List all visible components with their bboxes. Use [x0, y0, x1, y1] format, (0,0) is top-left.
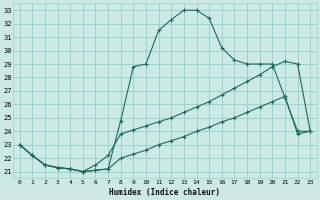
X-axis label: Humidex (Indice chaleur): Humidex (Indice chaleur) — [109, 188, 220, 197]
